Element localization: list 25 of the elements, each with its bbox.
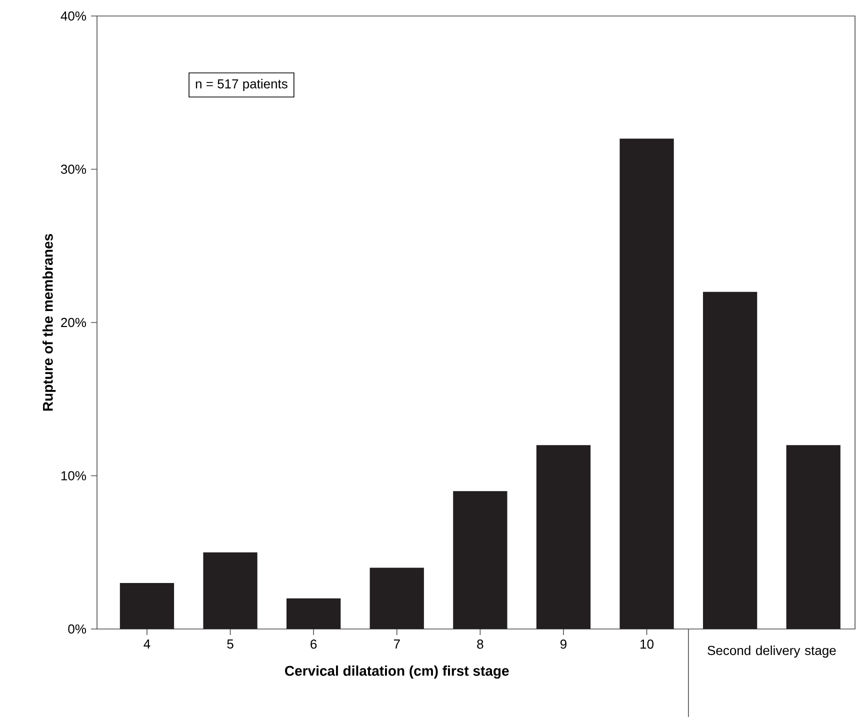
- bar: [702, 292, 758, 629]
- bar: [786, 445, 840, 629]
- x-tick-label: 4: [144, 640, 150, 648]
- annotation: n = 517 patients: [196, 78, 288, 92]
- x-tick-label: 8: [477, 640, 484, 649]
- text: Second delivery stage: [708, 646, 836, 658]
- bar: [453, 491, 508, 629]
- y-tick-label: 30%: [60, 164, 86, 174]
- bar: [286, 598, 341, 629]
- x-tick-label: 6: [310, 640, 317, 649]
- x-tick-label: 5: [227, 640, 234, 649]
- y-tick-label: 0%: [68, 624, 86, 634]
- y-axis-title: Rupture of the membranes: [42, 234, 56, 411]
- y-tick-label: 40%: [60, 11, 86, 21]
- bar: [536, 445, 591, 629]
- bar: [620, 138, 674, 629]
- y-tick-label: 20%: [61, 318, 86, 328]
- x-axis-title: Cervical dilatation (cm) first stage: [285, 666, 509, 679]
- x-tick-label: 10: [640, 640, 654, 649]
- bar: [120, 583, 174, 629]
- y-tick-label: 10%: [61, 471, 86, 480]
- x-tick-label: 9: [560, 640, 566, 649]
- bar: [203, 552, 258, 629]
- bar: [370, 568, 424, 629]
- x-tick-label: 7: [394, 640, 400, 648]
